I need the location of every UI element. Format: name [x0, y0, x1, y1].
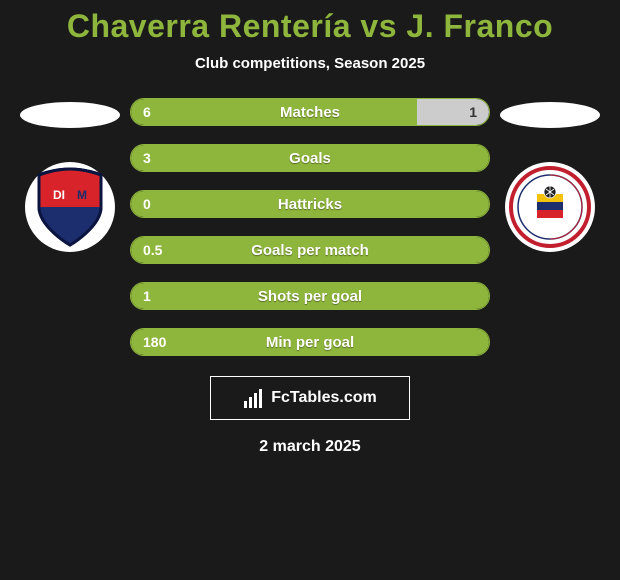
bar-label: Goals: [131, 145, 489, 171]
right-player-column: [490, 98, 610, 252]
right-club-crest: [505, 162, 595, 252]
bar-label: Min per goal: [131, 329, 489, 355]
bar-label: Goals per match: [131, 237, 489, 263]
bar-row-min-per-goal: 180 Min per goal: [130, 328, 490, 356]
bar-row-shots-per-goal: 1 Shots per goal: [130, 282, 490, 310]
brand-box[interactable]: FcTables.com: [210, 376, 410, 420]
bar-row-hattricks: 0 Hattricks: [130, 190, 490, 218]
bar-row-goals: 3 Goals: [130, 144, 490, 172]
bar-label: Shots per goal: [131, 283, 489, 309]
left-player-column: DI M: [10, 98, 130, 252]
fctables-logo-icon: [243, 387, 265, 409]
brand-text: FcTables.com: [271, 389, 377, 407]
bar-row-goals-per-match: 0.5 Goals per match: [130, 236, 490, 264]
comparison-date: 2 march 2025: [0, 438, 620, 456]
page-title: Chaverra Rentería vs J. Franco: [0, 8, 620, 45]
left-club-crest: DI M: [25, 162, 115, 252]
bar-label: Hattricks: [131, 191, 489, 217]
right-player-name-plate: [500, 102, 600, 128]
svg-text:M: M: [77, 188, 87, 202]
bar-label: Matches: [131, 99, 489, 125]
left-player-name-plate: [20, 102, 120, 128]
deportivo-pasto-badge-icon: [509, 166, 591, 248]
dim-shield-icon: DI M: [33, 167, 107, 247]
bar-row-matches: 6 1 Matches: [130, 98, 490, 126]
comparison-card: Chaverra Rentería vs J. Franco Club comp…: [0, 0, 620, 456]
svg-text:DI: DI: [53, 188, 65, 202]
main-row: DI M 6 1 Matches 3 Goals: [0, 98, 620, 356]
comparison-bars: 6 1 Matches 3 Goals 0 Hattricks 0.5 Goal…: [130, 98, 490, 356]
page-subtitle: Club competitions, Season 2025: [0, 55, 620, 72]
